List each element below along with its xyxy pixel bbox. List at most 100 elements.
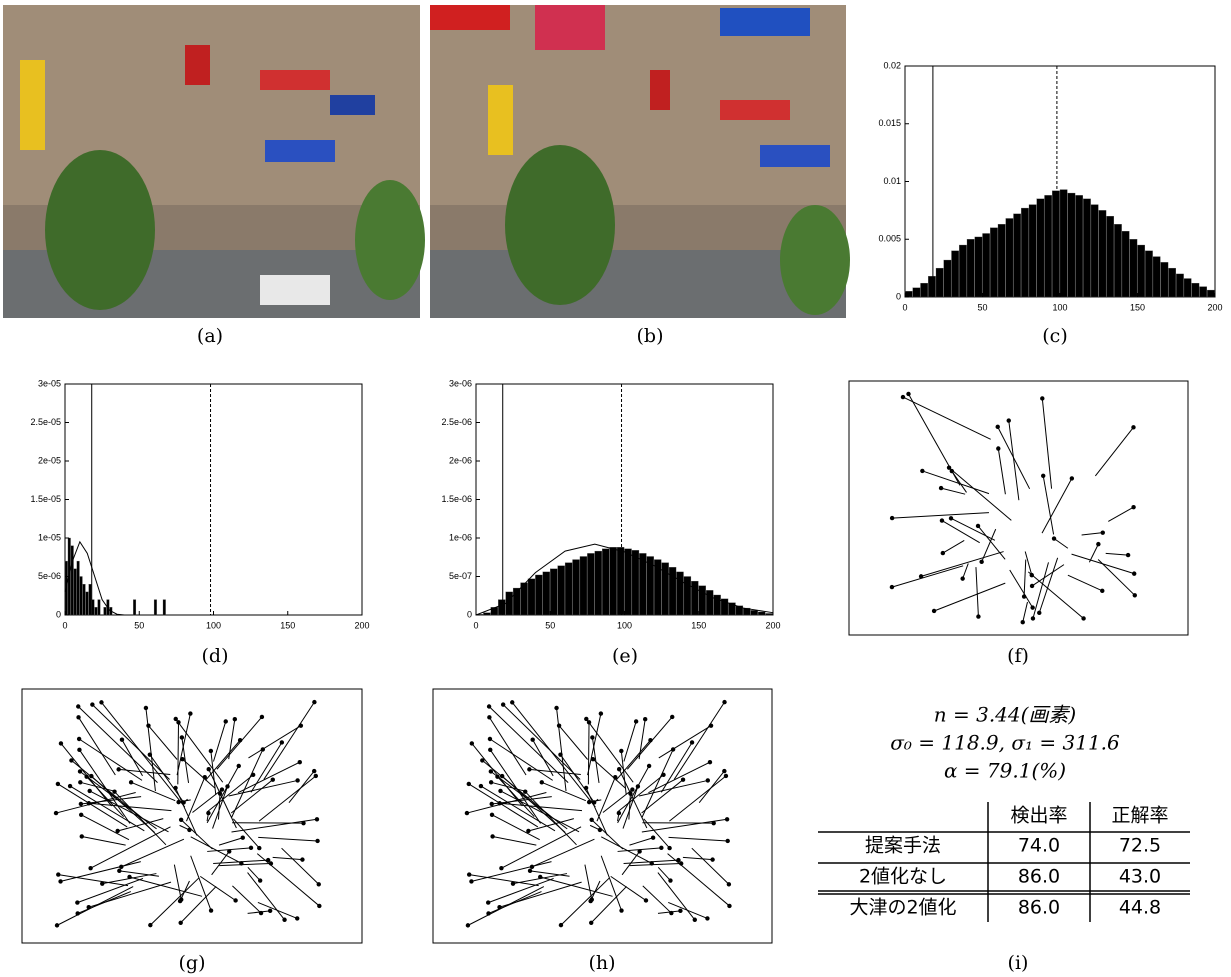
match-point (79, 813, 83, 817)
match-point (727, 904, 731, 908)
panel-label: (g) (179, 952, 206, 974)
match-point (148, 752, 152, 756)
match-point (87, 789, 91, 793)
table-cell: 86.0 (1018, 866, 1060, 888)
match-point (659, 846, 663, 850)
match-point (58, 879, 62, 883)
match-line (472, 743, 522, 806)
bar (936, 268, 943, 297)
match-point (1132, 571, 1136, 575)
match-line (130, 877, 203, 896)
match-line (248, 867, 260, 880)
table-header: 検出率 (1010, 805, 1067, 827)
match-point (634, 719, 638, 723)
match-point (209, 908, 213, 912)
match-point (671, 747, 675, 751)
panel-label: (b) (637, 325, 664, 347)
match-line (525, 792, 576, 845)
bar (691, 581, 698, 615)
bar (1153, 257, 1160, 297)
bar (95, 607, 98, 615)
photo-b (430, 5, 850, 318)
match-point (947, 465, 951, 469)
match-point (180, 757, 184, 761)
y-tick-label: 5e-07 (449, 571, 472, 581)
bar (1130, 239, 1137, 297)
match-point (920, 469, 924, 473)
match-point (619, 749, 623, 753)
match-point (188, 711, 192, 715)
match-point (479, 784, 483, 788)
match-line (903, 397, 991, 439)
match-point (976, 614, 980, 618)
match-point (467, 782, 471, 786)
match-line (131, 782, 175, 800)
match-point (78, 780, 82, 784)
match-line (998, 449, 1005, 495)
match-line (289, 771, 314, 803)
match-line (57, 887, 133, 926)
match-point (1030, 584, 1034, 588)
match-line (1095, 427, 1133, 476)
match-point (949, 516, 953, 520)
x-tick-label: 0 (902, 302, 907, 312)
match-point (559, 923, 563, 927)
y-tick-label: 1.5e-06 (441, 494, 472, 504)
bar (86, 592, 89, 615)
match-point (220, 787, 224, 791)
match-line (492, 815, 540, 840)
match-point (1031, 616, 1035, 620)
diagram-frame (433, 689, 772, 943)
y-tick-label: 0.02 (883, 60, 901, 70)
match-point (317, 882, 321, 886)
match-line (1068, 575, 1102, 591)
match-point (1133, 593, 1137, 597)
match-point (116, 767, 120, 771)
match-point (227, 849, 231, 853)
match-line (629, 794, 631, 820)
table-header: 正解率 (1111, 805, 1168, 827)
match-line (238, 762, 300, 793)
bar (154, 600, 157, 615)
match-point (259, 911, 263, 915)
match-line (908, 394, 959, 485)
bar (1161, 262, 1168, 297)
match-point (1007, 418, 1011, 422)
match-point (466, 923, 470, 927)
bar (550, 569, 557, 615)
match-point (644, 898, 648, 902)
match-point (258, 878, 262, 882)
bar (1029, 205, 1036, 297)
match-point (112, 789, 116, 793)
bar (921, 283, 928, 297)
match-point (148, 923, 152, 927)
y-tick-label: 0 (467, 609, 472, 619)
match-point (488, 737, 492, 741)
bar (1107, 216, 1114, 297)
match-line (489, 717, 526, 775)
match-point (315, 839, 319, 843)
match-point (589, 921, 593, 925)
match-point (76, 715, 80, 719)
x-tick-label: 0 (62, 620, 67, 630)
match-point (670, 715, 674, 719)
bar (632, 550, 639, 615)
match-point (690, 740, 694, 744)
match-point (726, 839, 730, 843)
match-point (710, 857, 714, 861)
bar (163, 600, 166, 615)
panel-label: (d) (202, 645, 229, 667)
match-point (209, 749, 213, 753)
bar (1091, 205, 1098, 297)
bar (1060, 190, 1067, 297)
y-tick-label: 0 (56, 609, 61, 619)
bar (1099, 210, 1106, 297)
match-line (213, 721, 225, 761)
bar (998, 224, 1005, 297)
y-tick-label: 3e-06 (449, 378, 472, 388)
match-point (1037, 611, 1041, 615)
match-point (260, 715, 264, 719)
match-point (647, 764, 651, 768)
match-point (636, 784, 640, 788)
